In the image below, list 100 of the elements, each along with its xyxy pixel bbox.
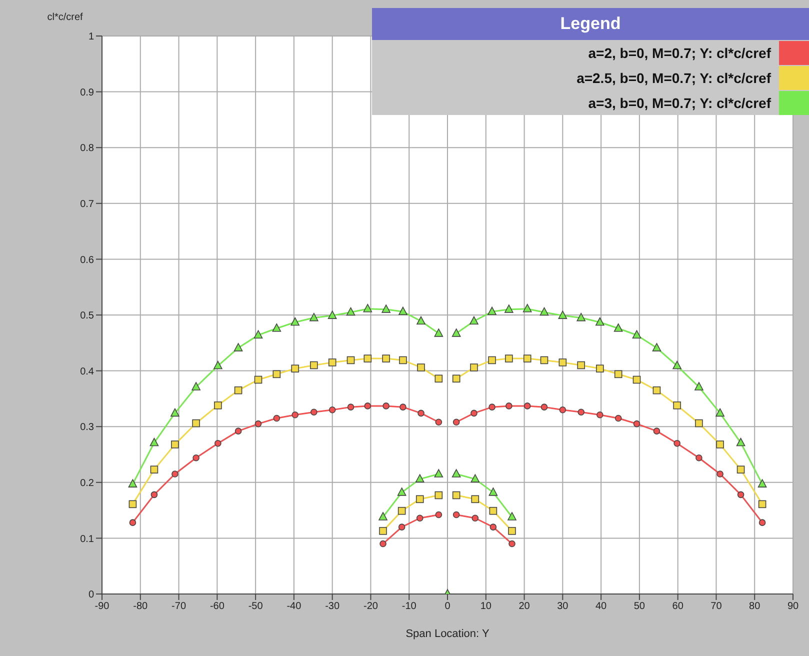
x-tick-label: 40	[595, 601, 608, 612]
point	[452, 328, 461, 337]
point	[128, 479, 138, 488]
point	[363, 304, 372, 312]
x-tick-label: -80	[133, 601, 148, 612]
point	[488, 404, 496, 410]
point	[576, 312, 586, 322]
point	[737, 491, 744, 498]
point	[416, 514, 424, 522]
point	[524, 402, 531, 410]
point	[452, 491, 460, 500]
x-tick-label: 80	[749, 601, 761, 612]
point	[346, 307, 356, 316]
point	[214, 360, 222, 370]
point	[150, 491, 158, 498]
point	[472, 514, 479, 522]
legend-label: a=2, b=0, M=0.7; Y: cl*c/cref	[588, 45, 771, 61]
point	[234, 343, 243, 352]
point	[382, 354, 390, 362]
point	[558, 310, 568, 319]
point	[695, 419, 703, 428]
point	[758, 479, 767, 488]
x-tick-label: 10	[480, 601, 492, 612]
x-tick-label: -90	[94, 601, 110, 612]
point	[506, 402, 512, 410]
point	[434, 328, 444, 337]
point	[310, 361, 318, 370]
point	[614, 323, 623, 332]
point	[192, 454, 200, 462]
point	[674, 440, 680, 447]
x-tick-label: 90	[787, 601, 799, 612]
point	[310, 312, 318, 322]
point	[716, 408, 724, 417]
point	[328, 406, 336, 414]
y-tick-label: 0	[88, 590, 94, 601]
y-tick-label: 0.1	[80, 534, 94, 545]
point	[378, 512, 388, 520]
point	[653, 428, 660, 434]
point	[435, 418, 442, 426]
point	[170, 408, 180, 417]
point	[415, 474, 424, 482]
point	[577, 361, 585, 370]
y-tick-label: 0.9	[80, 87, 94, 98]
point	[435, 511, 442, 518]
point	[452, 469, 461, 478]
point	[398, 506, 406, 515]
point	[192, 419, 200, 428]
point	[398, 524, 406, 530]
point	[488, 356, 496, 364]
point	[578, 408, 584, 416]
point	[418, 410, 424, 417]
y-tick-label: 0.8	[80, 143, 94, 154]
x-tick-label: -70	[172, 601, 186, 612]
point	[214, 401, 222, 410]
point	[171, 440, 179, 448]
point	[596, 317, 604, 326]
point	[347, 404, 354, 410]
point	[505, 354, 513, 362]
point	[416, 495, 424, 504]
point	[129, 519, 136, 526]
y-tick-label: 0.6	[80, 254, 94, 266]
point	[488, 306, 496, 316]
point	[434, 491, 443, 500]
point	[596, 364, 604, 372]
legend-title: Legend	[372, 8, 809, 40]
x-tick-label: 70	[710, 601, 722, 612]
point	[192, 382, 200, 390]
y-tick-label: 0.7	[80, 198, 94, 210]
point	[399, 356, 407, 364]
point	[254, 420, 262, 428]
y-tick-label: 0.4	[80, 366, 94, 378]
point	[397, 488, 406, 496]
point	[632, 376, 641, 384]
point	[364, 354, 372, 362]
point	[596, 411, 604, 418]
point	[758, 519, 766, 526]
point	[508, 540, 516, 548]
point	[614, 370, 622, 378]
point	[736, 438, 746, 446]
point	[633, 420, 640, 428]
point	[417, 364, 425, 372]
point	[559, 406, 566, 414]
point	[150, 466, 158, 474]
x-tick-label: 0	[444, 601, 451, 612]
point	[652, 386, 661, 394]
point	[470, 364, 478, 372]
point	[434, 469, 444, 478]
point	[758, 500, 766, 508]
point	[234, 428, 242, 434]
point	[434, 374, 443, 383]
point	[673, 401, 681, 410]
point	[490, 524, 497, 530]
point	[382, 304, 390, 313]
point	[328, 310, 337, 319]
y-tick-label: 0.3	[80, 422, 94, 434]
x-tick-label: -20	[363, 601, 378, 612]
x-axis-title: Span Location: Y	[406, 628, 490, 640]
point	[172, 470, 178, 478]
x-tick-label: -10	[402, 601, 417, 612]
point	[470, 474, 480, 482]
